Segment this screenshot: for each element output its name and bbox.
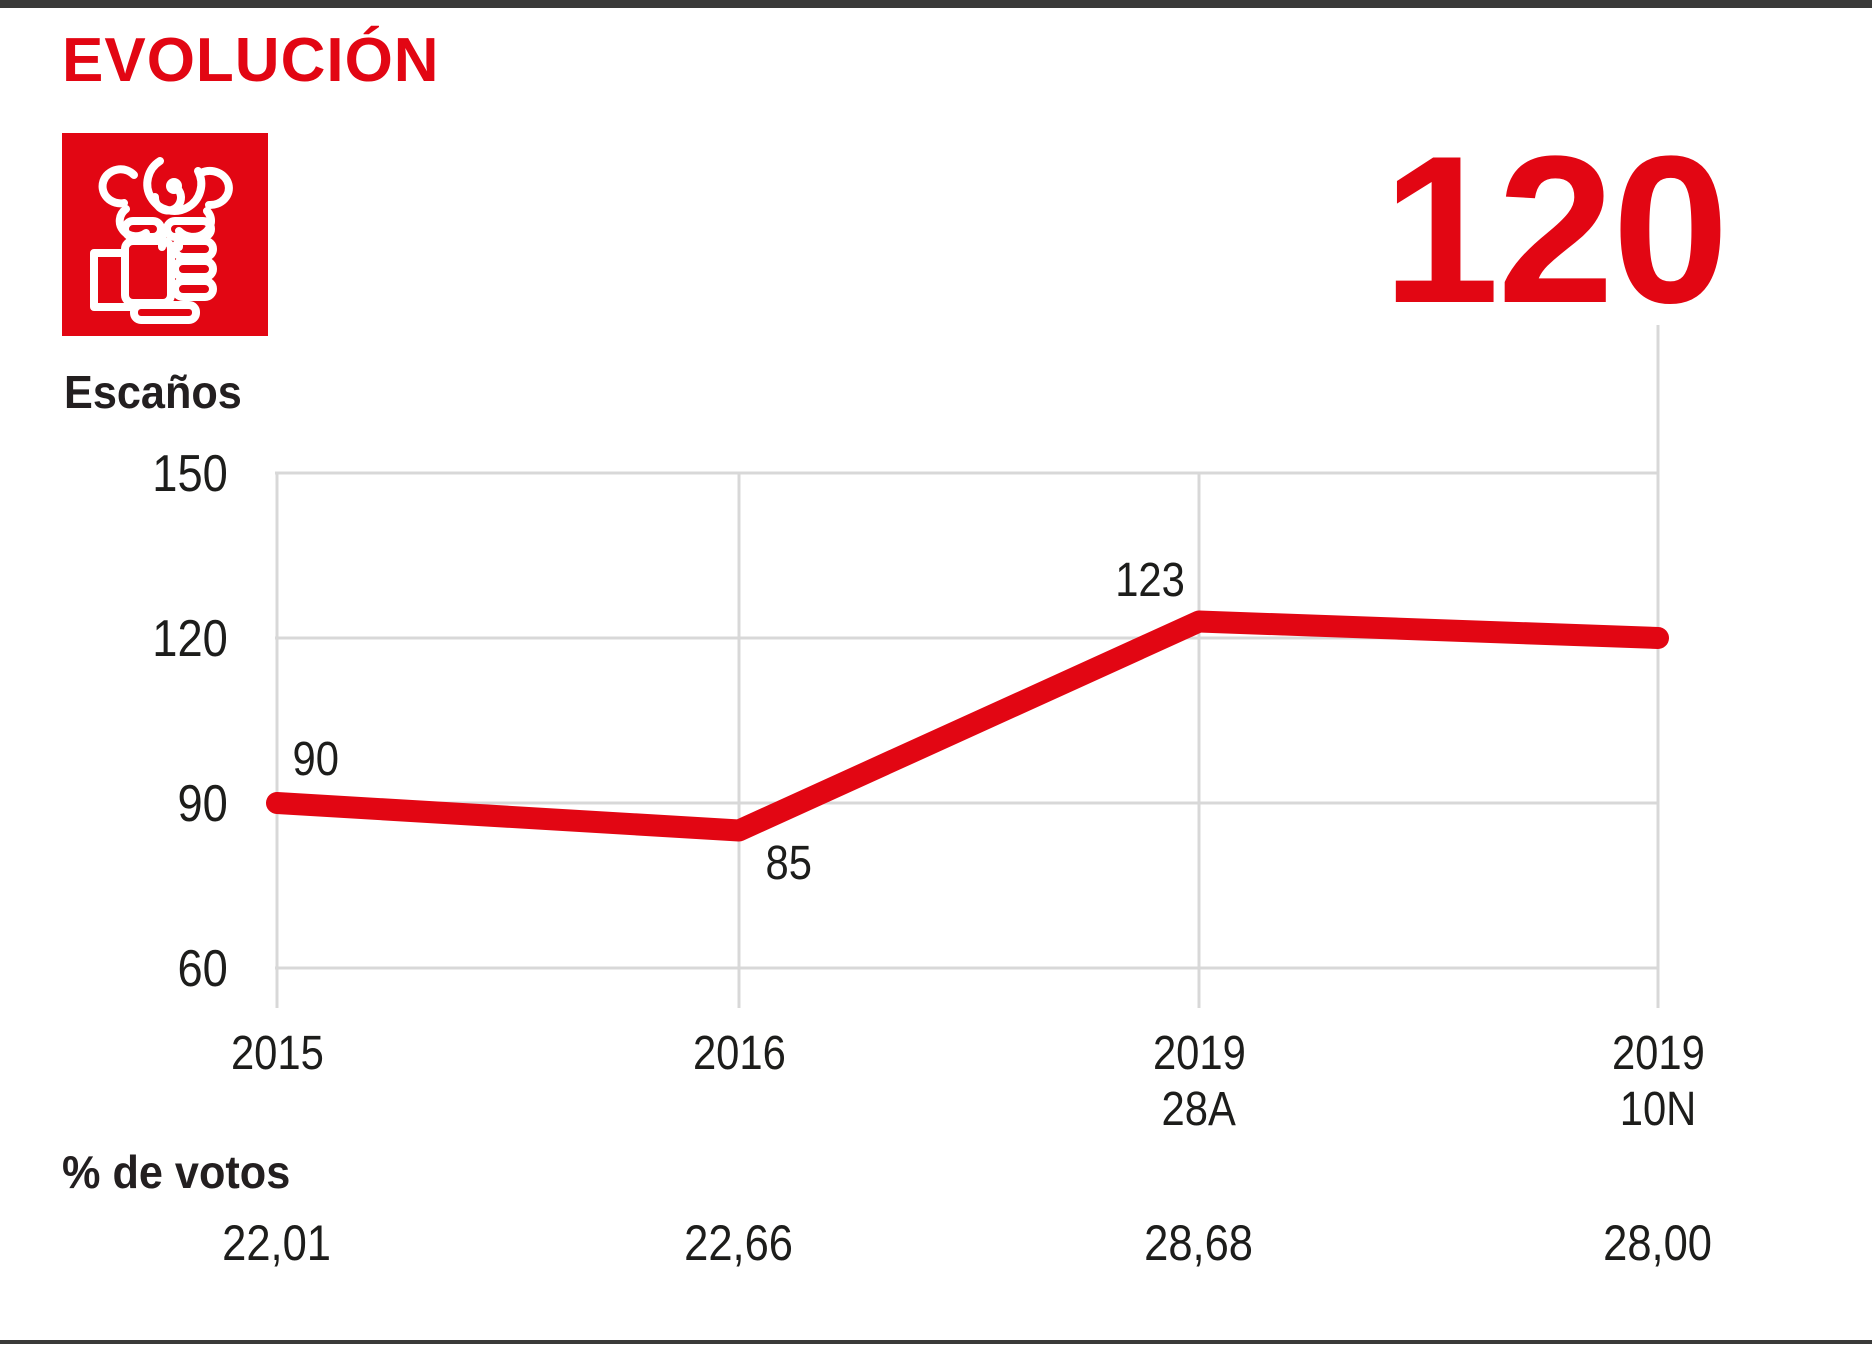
- rose-in-fist-icon: [62, 133, 268, 336]
- votes-value-2016-text: 22,66: [684, 1215, 794, 1271]
- votes-value-2016: 22,66: [609, 1218, 869, 1268]
- x-label-2019-10n-line1: 2019: [1611, 1027, 1705, 1080]
- votes-row-title-text: % de votos: [62, 1146, 291, 1198]
- y-tick-120: 120: [40, 613, 228, 665]
- y-tick-90-text: 90: [177, 775, 228, 833]
- point-label-2019-28a: 123: [1070, 557, 1230, 605]
- y-tick-90: 90: [40, 778, 228, 830]
- highlight-seats-value: 120: [1382, 112, 1729, 347]
- seats-line: [266, 610, 1669, 842]
- x-label-2019-28a: 2019 28A: [1069, 1026, 1329, 1138]
- votes-value-2019-28a-text: 28,68: [1144, 1215, 1254, 1271]
- page-title: EVOLUCIÓN: [62, 26, 440, 95]
- seats-axis-title: Escaños: [64, 369, 253, 415]
- votes-value-2019-10n-text: 28,00: [1603, 1215, 1713, 1271]
- point-label-2015-text: 90: [292, 733, 340, 786]
- y-tick-120-text: 120: [152, 610, 228, 668]
- votes-row-title: % de votos: [62, 1149, 305, 1195]
- psoe-logo: [62, 133, 268, 336]
- x-label-2019-10n-line2: 10N: [1619, 1083, 1697, 1136]
- point-label-2016-text: 85: [765, 837, 813, 890]
- x-label-2019-10n: 2019 10N: [1528, 1026, 1788, 1138]
- x-label-2019-28a-line1: 2019: [1152, 1027, 1246, 1080]
- votes-value-2015-text: 22,01: [222, 1215, 332, 1271]
- point-label-2016: 85: [709, 840, 869, 888]
- x-label-2016-line1: 2016: [692, 1027, 786, 1080]
- gridlines: [275, 325, 1660, 1008]
- y-tick-60-text: 60: [177, 940, 228, 998]
- x-label-2015: 2015: [147, 1026, 407, 1138]
- x-label-2015-line1: 2015: [230, 1027, 324, 1080]
- y-tick-60: 60: [40, 943, 228, 995]
- x-label-2016: 2016: [609, 1026, 869, 1138]
- seats-axis-title-text: Escaños: [64, 366, 242, 418]
- votes-value-2019-10n: 28,00: [1528, 1218, 1788, 1268]
- bottom-border-rule: [0, 1340, 1872, 1344]
- point-label-2019-28a-text: 123: [1115, 554, 1185, 607]
- votes-value-2015: 22,01: [147, 1218, 407, 1268]
- y-tick-150: 150: [40, 448, 228, 500]
- top-border-rule: [0, 0, 1872, 8]
- x-label-2019-28a-line2: 28A: [1161, 1083, 1237, 1136]
- point-label-2015: 90: [236, 736, 396, 784]
- y-tick-150-text: 150: [152, 445, 228, 503]
- votes-value-2019-28a: 28,68: [1069, 1218, 1329, 1268]
